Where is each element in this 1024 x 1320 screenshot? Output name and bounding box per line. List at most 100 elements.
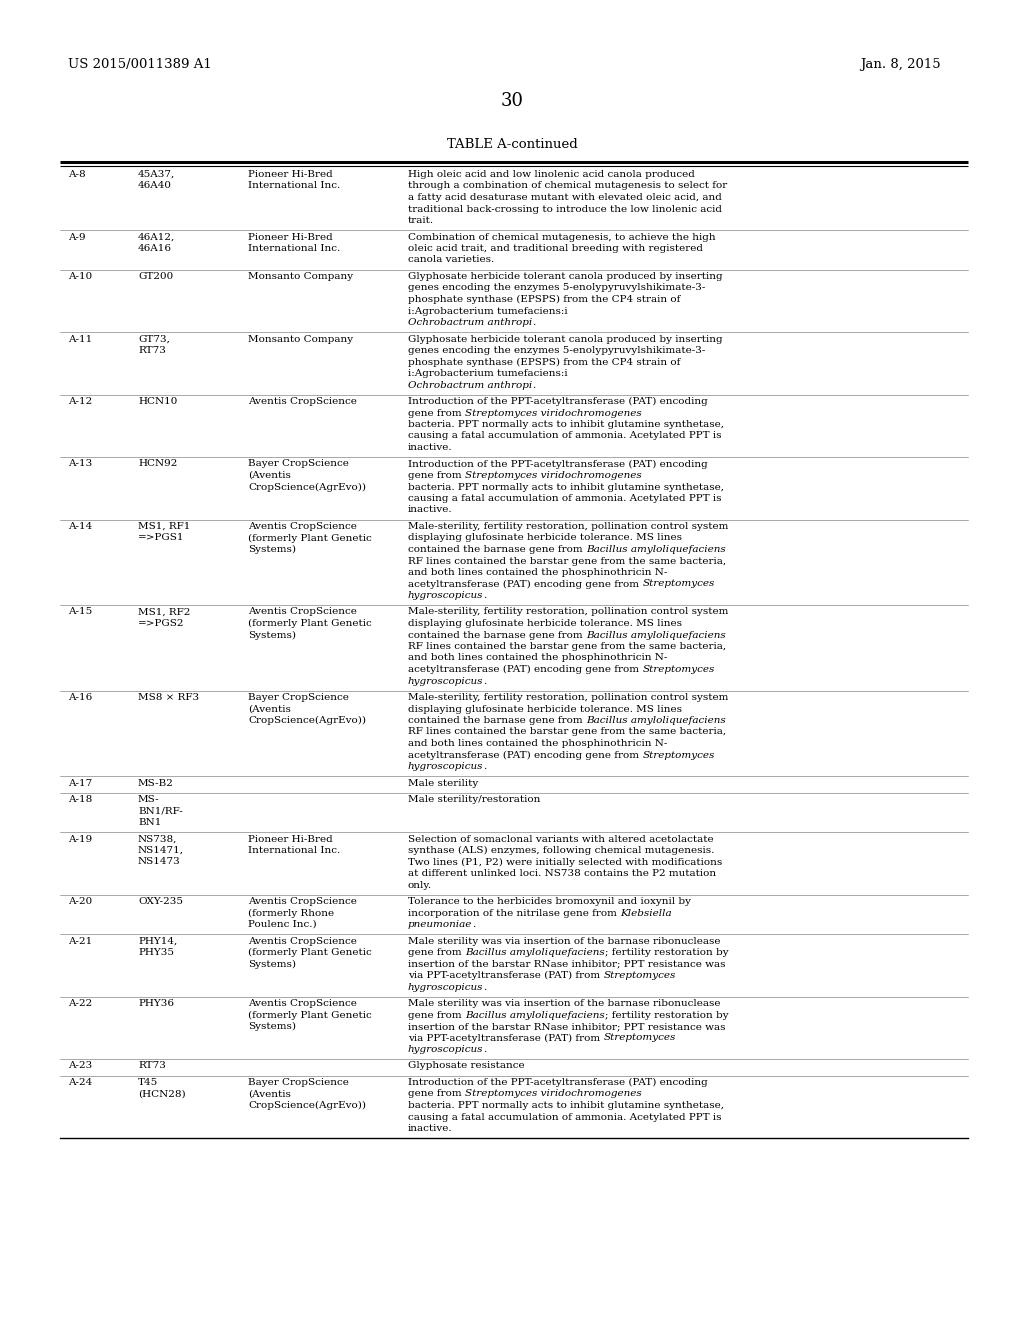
Text: contained the barnase gene from: contained the barnase gene from xyxy=(408,715,586,725)
Text: PHY35: PHY35 xyxy=(138,948,174,957)
Text: A-14: A-14 xyxy=(68,521,92,531)
Text: A-20: A-20 xyxy=(68,898,92,906)
Text: Pioneer Hi-Bred: Pioneer Hi-Bred xyxy=(248,834,333,843)
Text: RF lines contained the barstar gene from the same bacteria,: RF lines contained the barstar gene from… xyxy=(408,557,726,565)
Text: Systems): Systems) xyxy=(248,1022,296,1031)
Text: (formerly Rhone: (formerly Rhone xyxy=(248,908,334,917)
Text: Bacillus amyloliquefaciens: Bacillus amyloliquefaciens xyxy=(586,631,726,639)
Text: CropScience(AgrEvo)): CropScience(AgrEvo)) xyxy=(248,1101,366,1110)
Text: inactive.: inactive. xyxy=(408,1125,453,1133)
Text: .: . xyxy=(532,318,536,327)
Text: Aventis CropScience: Aventis CropScience xyxy=(248,999,357,1008)
Text: CropScience(AgrEvo)): CropScience(AgrEvo)) xyxy=(248,715,366,725)
Text: Bayer CropScience: Bayer CropScience xyxy=(248,459,349,469)
Text: phosphate synthase (EPSPS) from the CP4 strain of: phosphate synthase (EPSPS) from the CP4 … xyxy=(408,358,680,367)
Text: gene from: gene from xyxy=(408,471,465,480)
Text: and both lines contained the phosphinothricin N-: and both lines contained the phosphinoth… xyxy=(408,653,668,663)
Text: .: . xyxy=(483,762,486,771)
Text: PHY14,: PHY14, xyxy=(138,936,177,945)
Text: A-21: A-21 xyxy=(68,936,92,945)
Text: (HCN28): (HCN28) xyxy=(138,1089,185,1098)
Text: Bayer CropScience: Bayer CropScience xyxy=(248,693,349,702)
Text: gene from: gene from xyxy=(408,1089,465,1098)
Text: (Aventis: (Aventis xyxy=(248,471,291,480)
Text: Streptomyces viridochromogenes: Streptomyces viridochromogenes xyxy=(465,1089,642,1098)
Text: NS738,: NS738, xyxy=(138,834,177,843)
Text: causing a fatal accumulation of ammonia. Acetylated PPT is: causing a fatal accumulation of ammonia.… xyxy=(408,432,722,441)
Text: Male sterility: Male sterility xyxy=(408,779,478,788)
Text: Pioneer Hi-Bred: Pioneer Hi-Bred xyxy=(248,232,333,242)
Text: A-13: A-13 xyxy=(68,459,92,469)
Text: Introduction of the PPT-acetyltransferase (PAT) encoding: Introduction of the PPT-acetyltransferas… xyxy=(408,459,708,469)
Text: (formerly Plant Genetic: (formerly Plant Genetic xyxy=(248,533,372,543)
Text: insertion of the barstar RNase inhibitor; PPT resistance was: insertion of the barstar RNase inhibitor… xyxy=(408,960,725,969)
Text: NS1471,: NS1471, xyxy=(138,846,184,855)
Text: Streptomyces: Streptomyces xyxy=(603,1034,676,1043)
Text: displaying glufosinate herbicide tolerance. MS lines: displaying glufosinate herbicide toleran… xyxy=(408,619,682,628)
Text: A-10: A-10 xyxy=(68,272,92,281)
Text: Streptomyces: Streptomyces xyxy=(603,972,676,979)
Text: Tolerance to the herbicides bromoxynil and ioxynil by: Tolerance to the herbicides bromoxynil a… xyxy=(408,898,691,906)
Text: (Aventis: (Aventis xyxy=(248,1089,291,1098)
Text: and both lines contained the phosphinothricin N-: and both lines contained the phosphinoth… xyxy=(408,568,668,577)
Text: Selection of somaclonal variants with altered acetolactate: Selection of somaclonal variants with al… xyxy=(408,834,714,843)
Text: =>PGS2: =>PGS2 xyxy=(138,619,184,628)
Text: RT73: RT73 xyxy=(138,346,166,355)
Text: hygroscopicus: hygroscopicus xyxy=(408,676,483,685)
Text: only.: only. xyxy=(408,880,432,890)
Text: A-11: A-11 xyxy=(68,334,92,343)
Text: .: . xyxy=(472,920,475,929)
Text: Two lines (P1, P2) were initially selected with modifications: Two lines (P1, P2) were initially select… xyxy=(408,858,722,867)
Text: Introduction of the PPT-acetyltransferase (PAT) encoding: Introduction of the PPT-acetyltransferas… xyxy=(408,397,708,407)
Text: PHY36: PHY36 xyxy=(138,999,174,1008)
Text: T45: T45 xyxy=(138,1078,159,1086)
Text: bacteria. PPT normally acts to inhibit glutamine synthetase,: bacteria. PPT normally acts to inhibit g… xyxy=(408,1101,724,1110)
Text: Systems): Systems) xyxy=(248,545,296,554)
Text: contained the barnase gene from: contained the barnase gene from xyxy=(408,631,586,639)
Text: oleic acid trait, and traditional breeding with registered: oleic acid trait, and traditional breedi… xyxy=(408,244,703,253)
Text: (formerly Plant Genetic: (formerly Plant Genetic xyxy=(248,948,372,957)
Text: gene from: gene from xyxy=(408,948,465,957)
Text: TABLE A-continued: TABLE A-continued xyxy=(446,139,578,150)
Text: ; fertility restoration by: ; fertility restoration by xyxy=(604,1011,728,1019)
Text: Aventis CropScience: Aventis CropScience xyxy=(248,898,357,906)
Text: via PPT-acetyltransferase (PAT) from: via PPT-acetyltransferase (PAT) from xyxy=(408,972,603,981)
Text: Bayer CropScience: Bayer CropScience xyxy=(248,1078,349,1086)
Text: inactive.: inactive. xyxy=(408,506,453,515)
Text: hygroscopicus: hygroscopicus xyxy=(408,982,483,991)
Text: HCN92: HCN92 xyxy=(138,459,177,469)
Text: (formerly Plant Genetic: (formerly Plant Genetic xyxy=(248,619,372,628)
Text: inactive.: inactive. xyxy=(408,444,453,451)
Text: Glyphosate resistance: Glyphosate resistance xyxy=(408,1061,524,1071)
Text: acetyltransferase (PAT) encoding gene from: acetyltransferase (PAT) encoding gene fr… xyxy=(408,665,642,675)
Text: BN1: BN1 xyxy=(138,818,162,828)
Text: 45A37,: 45A37, xyxy=(138,170,175,180)
Text: A-23: A-23 xyxy=(68,1061,92,1071)
Text: Pioneer Hi-Bred: Pioneer Hi-Bred xyxy=(248,170,333,180)
Text: genes encoding the enzymes 5-enolypyruvylshikimate-3-: genes encoding the enzymes 5-enolypyruvy… xyxy=(408,346,706,355)
Text: synthase (ALS) enzymes, following chemical mutagenesis.: synthase (ALS) enzymes, following chemic… xyxy=(408,846,715,855)
Text: ; fertility restoration by: ; fertility restoration by xyxy=(604,948,728,957)
Text: Bacillus amyloliquefaciens: Bacillus amyloliquefaciens xyxy=(465,1011,604,1019)
Text: Aventis CropScience: Aventis CropScience xyxy=(248,936,357,945)
Text: Glyphosate herbicide tolerant canola produced by inserting: Glyphosate herbicide tolerant canola pro… xyxy=(408,334,723,343)
Text: (Aventis: (Aventis xyxy=(248,705,291,714)
Text: Streptomyces viridochromogenes: Streptomyces viridochromogenes xyxy=(465,471,642,480)
Text: 30: 30 xyxy=(501,92,523,110)
Text: Combination of chemical mutagenesis, to achieve the high: Combination of chemical mutagenesis, to … xyxy=(408,232,716,242)
Text: canola varieties.: canola varieties. xyxy=(408,256,495,264)
Text: acetyltransferase (PAT) encoding gene from: acetyltransferase (PAT) encoding gene fr… xyxy=(408,579,642,589)
Text: CropScience(AgrEvo)): CropScience(AgrEvo)) xyxy=(248,483,366,491)
Text: RF lines contained the barstar gene from the same bacteria,: RF lines contained the barstar gene from… xyxy=(408,642,726,651)
Text: HCN10: HCN10 xyxy=(138,397,177,407)
Text: 46A40: 46A40 xyxy=(138,181,172,190)
Text: Systems): Systems) xyxy=(248,960,296,969)
Text: Jan. 8, 2015: Jan. 8, 2015 xyxy=(860,58,941,71)
Text: International Inc.: International Inc. xyxy=(248,181,340,190)
Text: RT73: RT73 xyxy=(138,1061,166,1071)
Text: RF lines contained the barstar gene from the same bacteria,: RF lines contained the barstar gene from… xyxy=(408,727,726,737)
Text: Ochrobactrum anthropi: Ochrobactrum anthropi xyxy=(408,318,532,327)
Text: hygroscopicus: hygroscopicus xyxy=(408,591,483,601)
Text: Glyphosate herbicide tolerant canola produced by inserting: Glyphosate herbicide tolerant canola pro… xyxy=(408,272,723,281)
Text: Male-sterility, fertility restoration, pollination control system: Male-sterility, fertility restoration, p… xyxy=(408,521,728,531)
